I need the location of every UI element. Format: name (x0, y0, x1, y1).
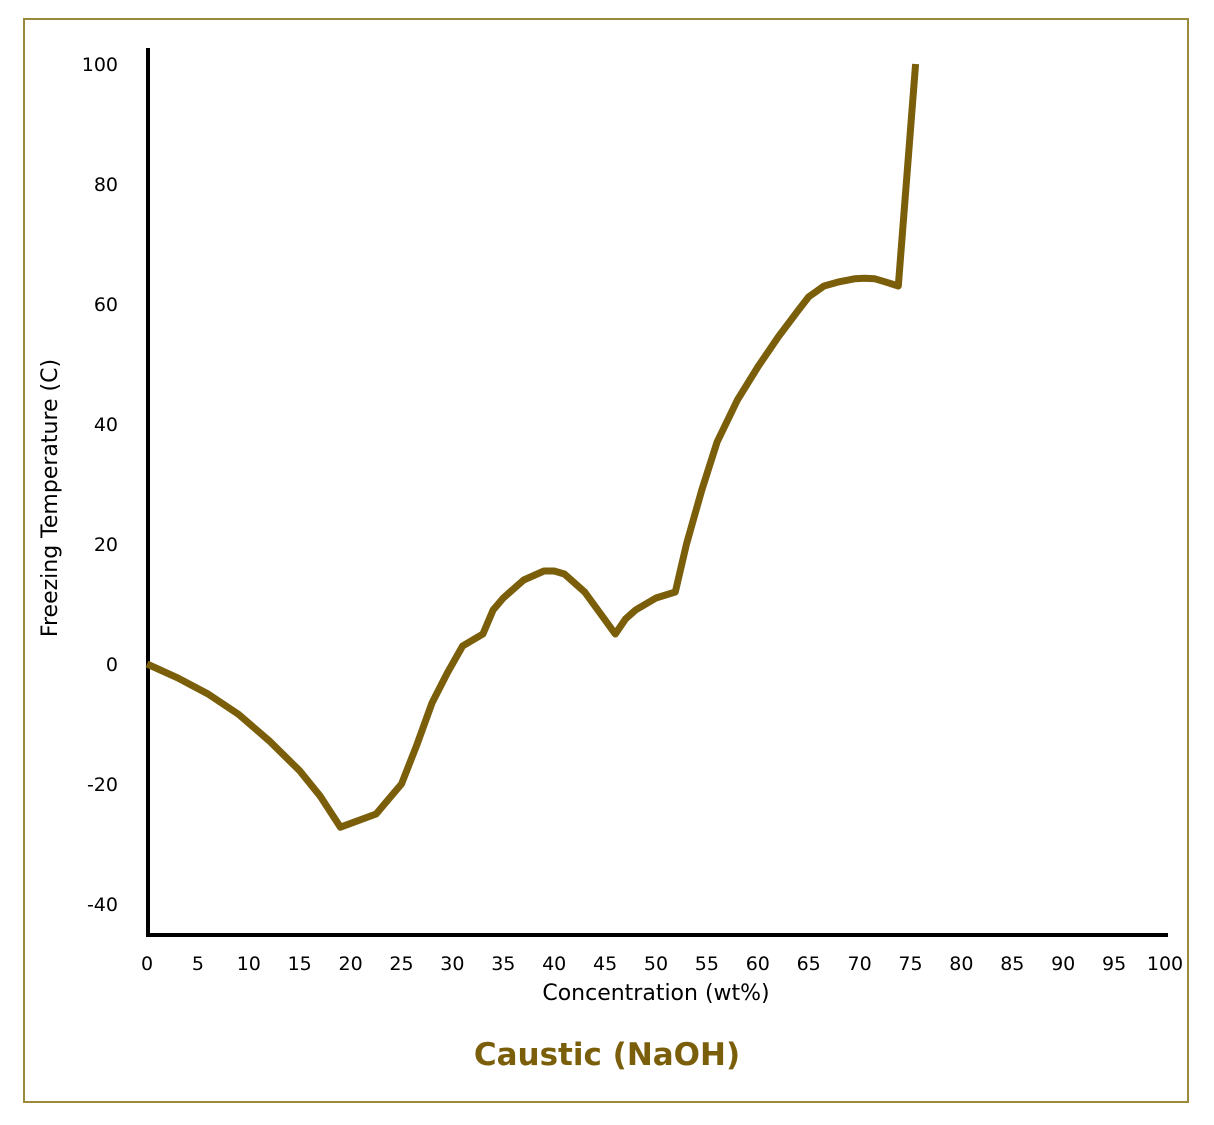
x-tick-label: 50 (644, 953, 668, 975)
x-tick-label: 45 (593, 953, 617, 975)
y-tick-label: 80 (94, 174, 118, 196)
x-tick-label: 5 (192, 953, 204, 975)
y-tick-labels: 100 80 60 40 20 0 -20 -40 (82, 54, 118, 916)
x-tick-label: 15 (288, 953, 312, 975)
x-tick-label: 35 (491, 953, 515, 975)
x-tick-label: 70 (848, 953, 872, 975)
x-tick-label: 10 (237, 953, 261, 975)
y-tick-label: 60 (94, 294, 118, 316)
x-tick-label: 80 (949, 953, 973, 975)
y-tick-label: -40 (87, 894, 118, 916)
y-axis-title: Freezing Temperature (C) (38, 359, 63, 637)
y-tick-label: 0 (106, 654, 118, 676)
x-tick-label: 65 (797, 953, 821, 975)
x-tick-label: 95 (1102, 953, 1126, 975)
y-tick-label: -20 (87, 774, 118, 796)
x-tick-label: 60 (746, 953, 770, 975)
series-line (145, 63, 920, 831)
y-tick-label: 100 (82, 54, 118, 76)
y-tick-label: 20 (94, 534, 118, 556)
x-tick-label: 100 (1147, 953, 1183, 975)
chart-title: Caustic (NaOH) (473, 1037, 741, 1073)
chart-frame (23, 18, 1189, 1103)
x-tick-label: 25 (389, 953, 413, 975)
x-tick-label: 40 (542, 953, 566, 975)
x-tick-label: 75 (898, 953, 922, 975)
x-tick-label: 30 (440, 953, 464, 975)
x-tick-labels: 0 5 10 15 20 25 30 35 40 45 50 55 60 65 70 75 80 85 90 95 10… (141, 953, 1183, 975)
x-tick-label: 85 (1000, 953, 1024, 975)
x-axis-title: Concentration (wt%) (542, 981, 769, 1006)
x-tick-label: 90 (1051, 953, 1075, 975)
x-tick-label: 20 (339, 953, 363, 975)
y-tick-label: 40 (94, 414, 118, 436)
x-tick-label: 55 (695, 953, 719, 975)
x-tick-label: 0 (141, 953, 153, 975)
